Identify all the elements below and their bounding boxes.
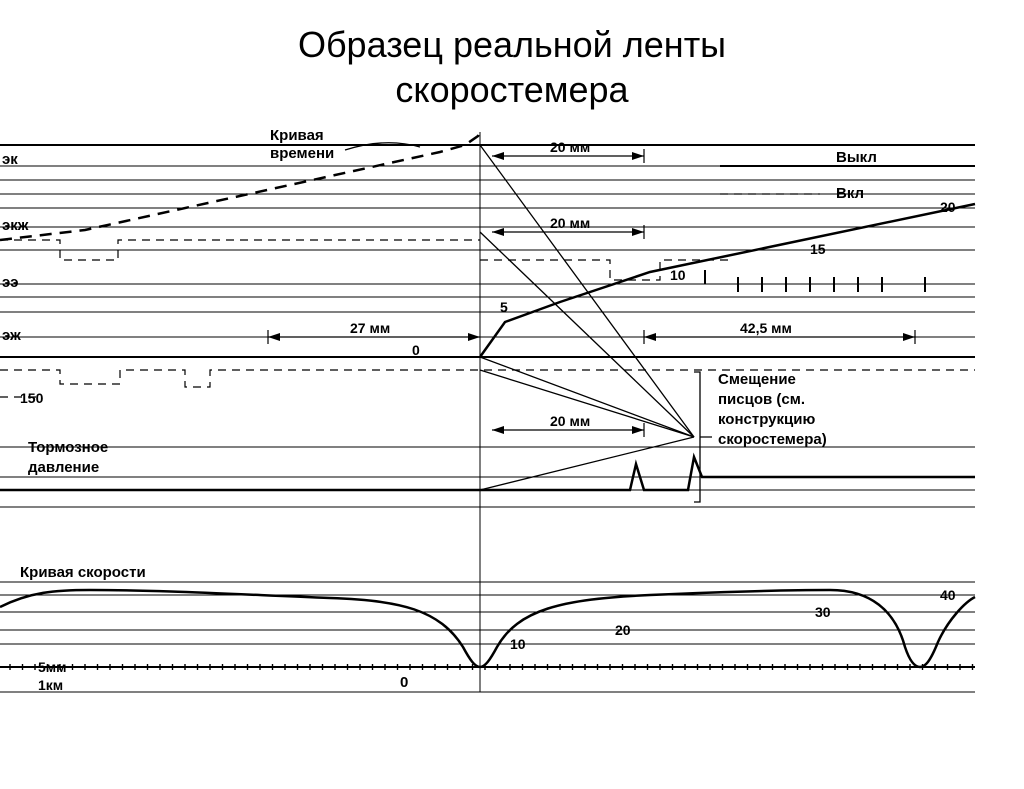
grid-speed xyxy=(0,582,975,692)
dim-27: 27 мм xyxy=(350,320,390,336)
sc-40: 40 xyxy=(940,587,956,603)
page-title: Образец реальной ленты скоростемера xyxy=(0,22,1024,112)
label-ee: ээ xyxy=(2,274,19,291)
offset-rays xyxy=(480,145,694,490)
time-curve-pointer xyxy=(345,143,420,150)
tape-diagram: Кривая времени Выкл Вкл эк экж ээ эж 150… xyxy=(0,112,1024,722)
brake-l1: Тормозное xyxy=(28,439,108,456)
tick-20: 20 xyxy=(940,199,956,215)
label-ezh: эж xyxy=(2,327,21,344)
dim-20a: 20 мм xyxy=(550,139,590,155)
dim-20b: 20 мм xyxy=(550,215,590,231)
sc-30: 30 xyxy=(815,604,831,620)
label-on: Вкл xyxy=(836,185,864,202)
sc-10: 10 xyxy=(510,636,526,652)
speed-curve xyxy=(0,590,975,667)
dim-20c: 20 мм xyxy=(550,413,590,429)
note-l3: конструкцию xyxy=(718,411,815,428)
dim-42: 42,5 мм xyxy=(740,320,792,336)
label-ekzh: экж xyxy=(2,217,29,234)
time-curve xyxy=(0,132,480,240)
scale-1km: 1км xyxy=(38,677,63,693)
brake-curve xyxy=(0,457,975,490)
note-l1: Смещение xyxy=(718,371,796,388)
note-l4: скоростемера) xyxy=(718,431,827,448)
speed-label: Кривая скорости xyxy=(20,564,146,581)
sc-20: 20 xyxy=(615,622,631,638)
label-150: 150 xyxy=(20,390,44,406)
tick-15: 15 xyxy=(810,241,826,257)
label-time-curve-2: времени xyxy=(270,145,334,162)
offset-bracket xyxy=(694,372,712,502)
tick-10: 10 xyxy=(670,267,686,283)
title-line-1: Образец реальной ленты xyxy=(298,24,726,65)
label-off: Выкл xyxy=(836,149,877,166)
label-ek: эк xyxy=(2,151,18,168)
label-time-curve-1: Кривая xyxy=(270,127,324,144)
brake-l2: давление xyxy=(28,459,99,476)
scale-5mm: 5мм xyxy=(38,659,67,675)
zero-km: 0 xyxy=(400,674,408,691)
tick-5: 5 xyxy=(500,299,508,315)
tick-0: 0 xyxy=(412,342,420,358)
title-line-2: скоростемера xyxy=(395,69,628,110)
grid-top xyxy=(0,145,975,357)
note-l2: писцов (см. xyxy=(718,391,805,408)
